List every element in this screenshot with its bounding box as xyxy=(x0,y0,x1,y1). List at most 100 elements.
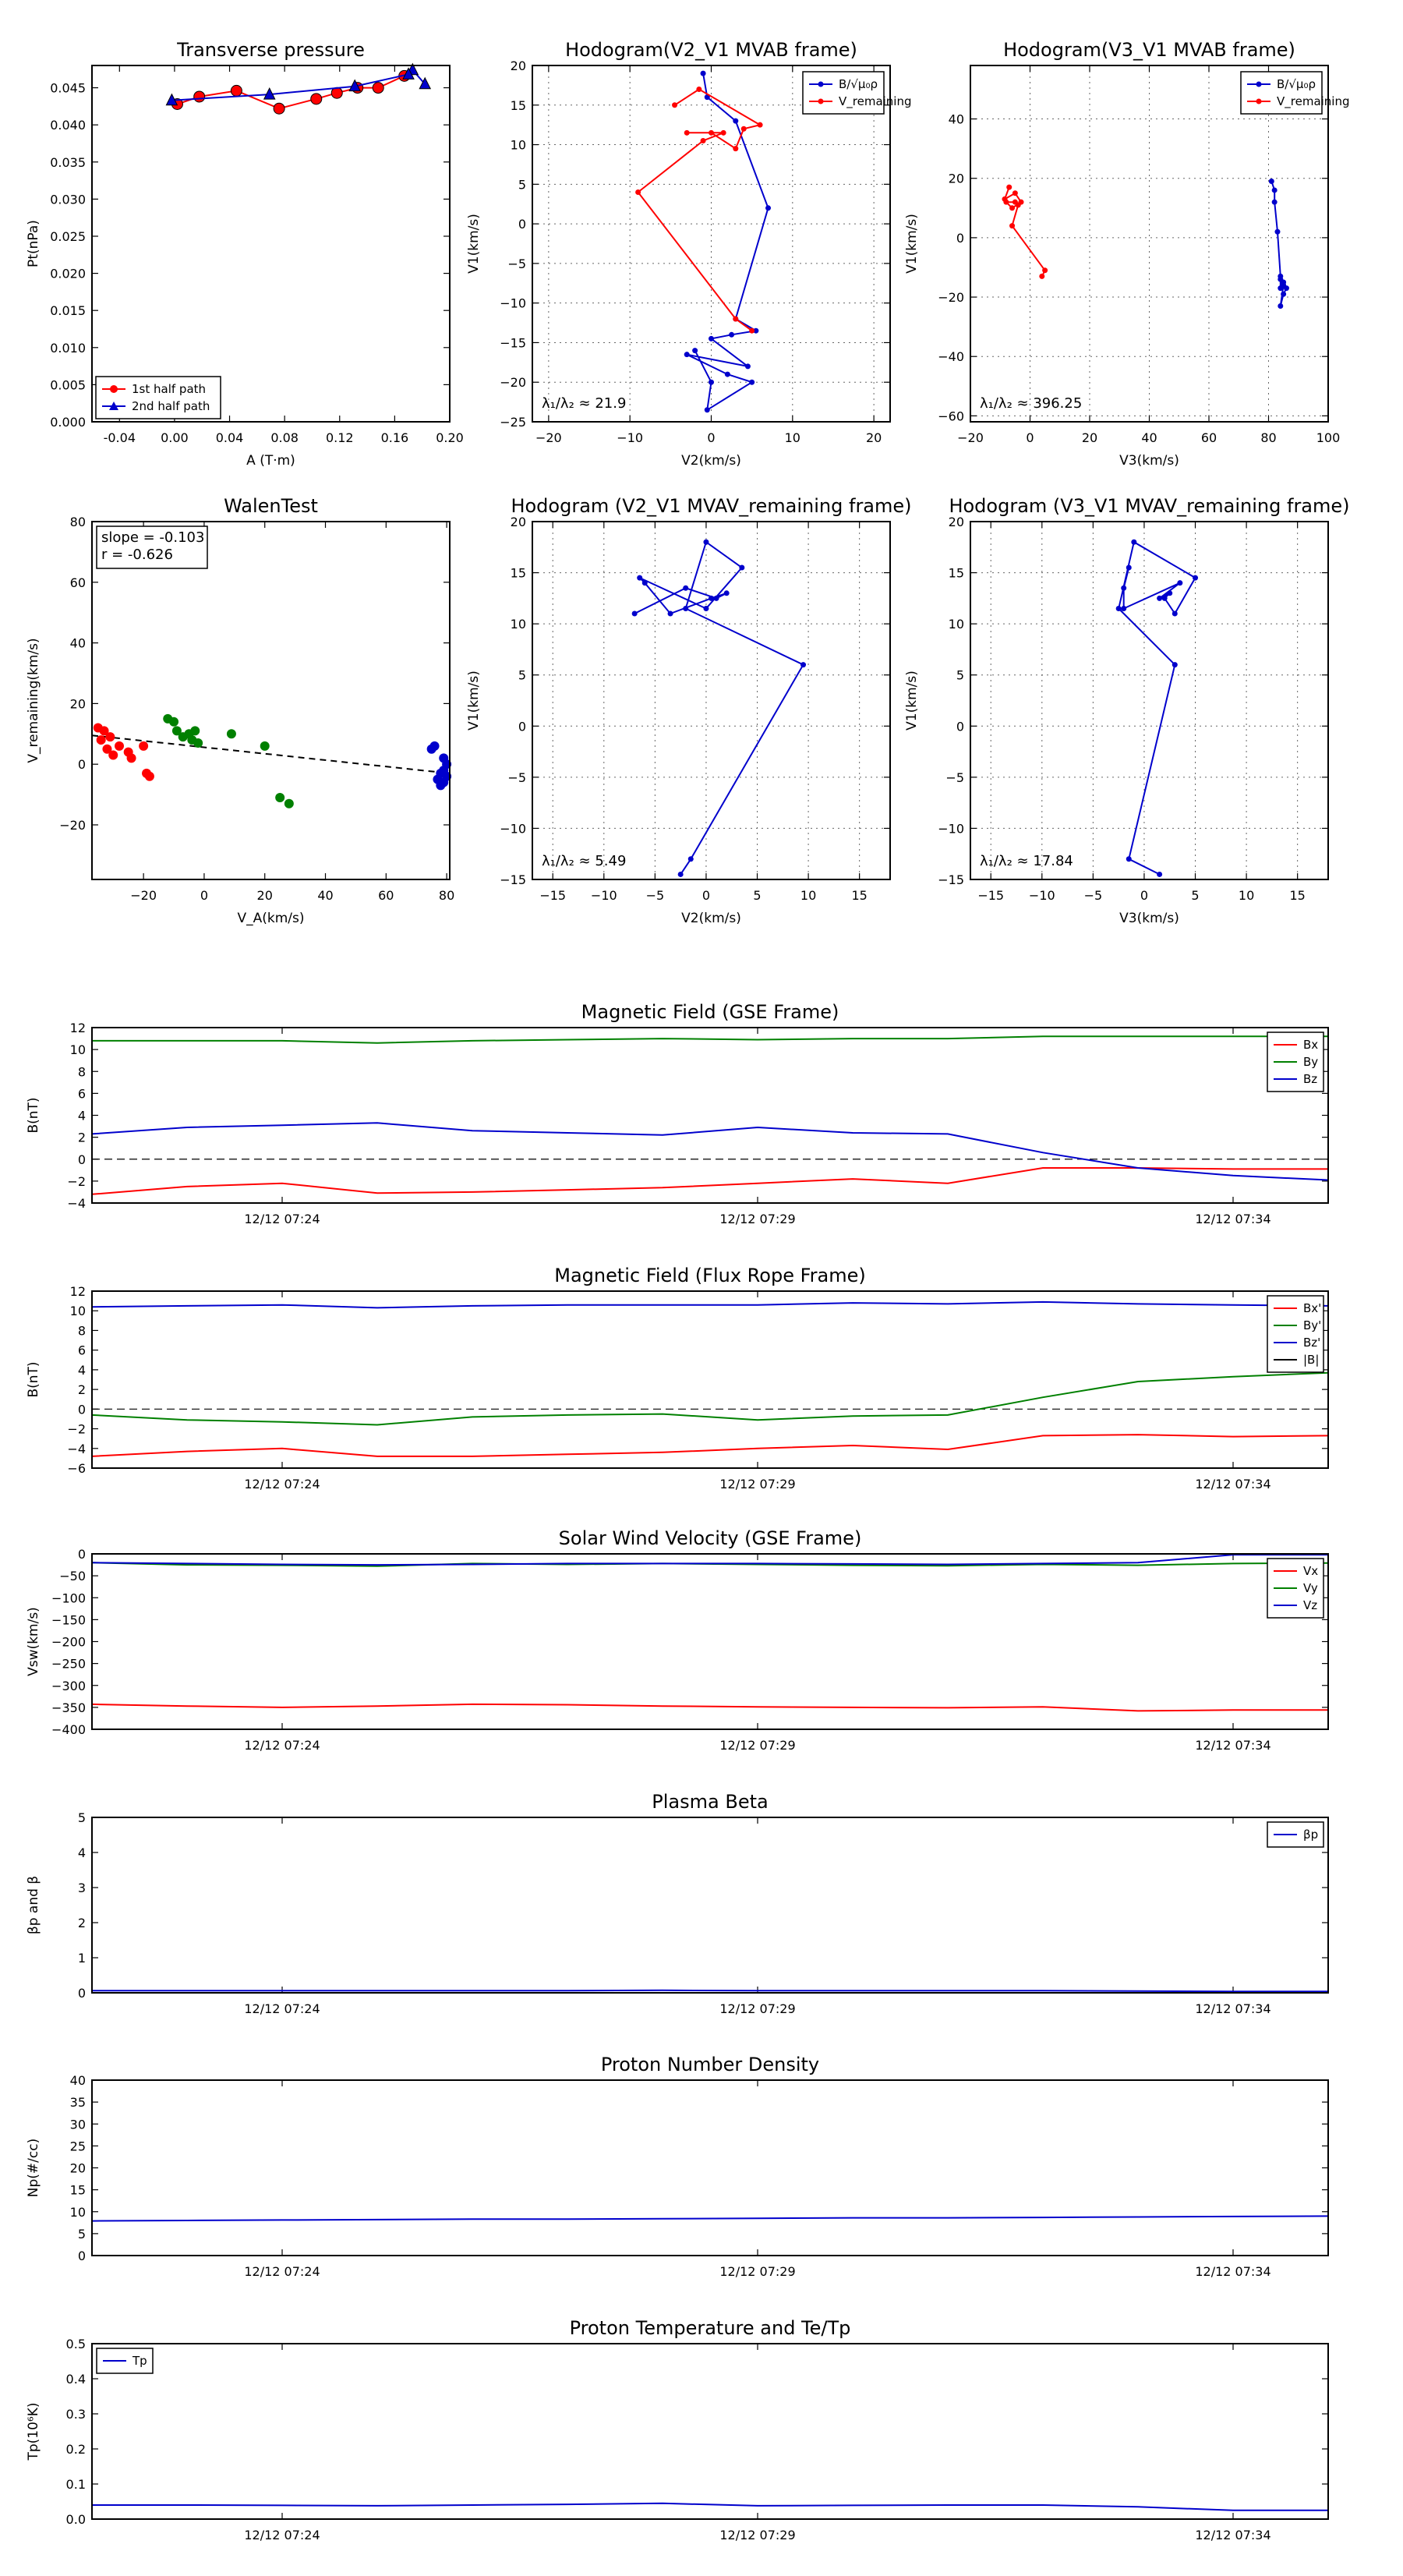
data-point xyxy=(677,871,684,877)
legend xyxy=(1240,71,1323,115)
x-tick-label: 12/12 07:24 xyxy=(244,2528,320,2542)
data-point xyxy=(800,662,807,668)
data-point xyxy=(190,726,200,736)
x-tick-label: −10 xyxy=(617,430,643,445)
y-tick-label: −15 xyxy=(500,335,526,350)
data-point xyxy=(439,765,449,775)
legend-marker xyxy=(110,385,118,393)
x-tick-label: 10 xyxy=(800,888,816,903)
y-tick-label: 0.2 xyxy=(66,2442,86,2457)
data-point xyxy=(348,79,361,92)
x-tick-label: −5 xyxy=(1084,888,1103,903)
data-point xyxy=(667,610,673,617)
y-axis-label: V1(km/s) xyxy=(466,214,482,274)
series-line xyxy=(1118,540,1196,876)
chart-title: Proton Temperature and Te/Tp xyxy=(570,2317,851,2339)
data-point xyxy=(713,595,719,601)
legend-label: V_remaining xyxy=(1277,94,1350,109)
data-point xyxy=(683,585,689,591)
data-point xyxy=(402,67,415,80)
y-tick-label: 20 xyxy=(511,58,526,73)
x-tick-label: −20 xyxy=(957,430,984,445)
stats-text: slope = -0.103 xyxy=(101,529,204,546)
series-line xyxy=(91,1371,1329,1426)
y-tick-label: 2 xyxy=(78,1916,86,1930)
x-tick-label: 12/12 07:34 xyxy=(1195,1212,1270,1226)
chart-title: Hodogram(V2_V1 MVAB frame) xyxy=(565,39,857,61)
data-point xyxy=(96,735,106,745)
y-tick-label: 0.005 xyxy=(50,377,86,392)
x-tick-label: 12/12 07:34 xyxy=(1195,1738,1270,1753)
series-line xyxy=(1003,186,1046,277)
y-tick-label: 6 xyxy=(78,1343,86,1358)
data-point xyxy=(696,86,702,92)
plot-frame xyxy=(91,65,451,423)
data-point xyxy=(724,371,730,377)
plot-frame xyxy=(91,1553,1329,1730)
data-point xyxy=(1167,590,1173,596)
y-tick-label: 0.000 xyxy=(50,415,86,430)
y-tick-label: −2 xyxy=(67,1422,86,1437)
y-tick-label: −20 xyxy=(938,290,964,305)
x-tick-label: −10 xyxy=(1029,888,1055,903)
y-tick-label: 0.040 xyxy=(50,118,86,133)
y-tick-label: 0 xyxy=(956,719,964,734)
y-axis-label: Np(#/cc) xyxy=(26,2139,41,2197)
data-point xyxy=(1172,610,1178,617)
data-point xyxy=(700,137,706,143)
x-tick-label: 12/12 07:24 xyxy=(244,1212,320,1226)
chart-title: Magnetic Field (Flux Rope Frame) xyxy=(554,1265,865,1286)
y-axis-label: Tp(10⁶K) xyxy=(26,2402,41,2461)
x-tick-label: -0.04 xyxy=(104,430,136,445)
chart-h1: Hodogram(V2_V1 MVAB frame) −20 −10 0 10 20 −25… xyxy=(466,39,912,469)
legend-marker xyxy=(818,81,824,87)
data-point xyxy=(1121,605,1127,611)
y-tick-label: 12 xyxy=(70,1021,86,1035)
y-tick-label: 0 xyxy=(78,757,86,772)
y-tick-label: −10 xyxy=(938,821,964,836)
data-point xyxy=(757,122,763,128)
y-axis-label: Pt(nPa) xyxy=(26,220,41,267)
y-tick-label: 8 xyxy=(78,1323,86,1338)
data-point xyxy=(709,595,714,601)
y-tick-label: 5 xyxy=(78,1810,86,1825)
x-tick-label: 0 xyxy=(707,430,715,445)
series-line xyxy=(91,1554,1328,1566)
y-tick-label: 40 xyxy=(70,2073,86,2088)
y-tick-label: 8 xyxy=(78,1064,86,1079)
legend-label: B/√μ₀ρ xyxy=(839,77,878,91)
y-tick-label: 30 xyxy=(70,2117,86,2132)
data-point xyxy=(99,726,109,736)
x-tick-label: 12/12 07:29 xyxy=(719,2264,795,2279)
data-point xyxy=(635,189,641,195)
y-tick-label: 10 xyxy=(70,1042,86,1057)
y-tick-label: 4 xyxy=(78,1109,86,1123)
data-point xyxy=(733,316,739,322)
eigenvalue-ratio: λ₁/λ₂ ≈ 21.9 xyxy=(542,395,626,412)
series-line xyxy=(92,2502,1328,2511)
x-tick-label: 60 xyxy=(1201,430,1217,445)
x-tick-label: 12/12 07:34 xyxy=(1195,1477,1270,1491)
chart-title: Magnetic Field (GSE Frame) xyxy=(581,1001,839,1023)
y-tick-label: 0.035 xyxy=(50,155,86,170)
chart-title: Hodogram (V2_V1 MVAV_remaining frame) xyxy=(511,495,911,517)
x-tick-label: 12/12 07:24 xyxy=(244,2001,320,2016)
legend-label: Bx' xyxy=(1303,1301,1321,1315)
x-tick-label: 12/12 07:29 xyxy=(719,1738,795,1753)
data-point xyxy=(1157,595,1163,601)
legend-label: B/√μ₀ρ xyxy=(1277,77,1316,91)
eigenvalue-ratio: λ₁/λ₂ ≈ 396.25 xyxy=(980,395,1082,412)
data-point xyxy=(753,327,759,334)
data-point xyxy=(1126,856,1132,862)
y-tick-label: 80 xyxy=(70,515,86,529)
fit-line xyxy=(91,734,451,774)
y-tick-label: 2 xyxy=(78,1131,86,1145)
x-tick-label: 12/12 07:29 xyxy=(719,1477,795,1491)
y-tick-label: 0.020 xyxy=(50,267,86,281)
chart-title: Solar Wind Velocity (GSE Frame) xyxy=(559,1527,862,1549)
y-tick-label: 0 xyxy=(78,1986,86,2001)
x-tick-label: 80 xyxy=(1260,430,1276,445)
data-point xyxy=(704,407,710,413)
legend-label: Bz xyxy=(1303,1072,1317,1086)
data-point xyxy=(687,856,694,862)
